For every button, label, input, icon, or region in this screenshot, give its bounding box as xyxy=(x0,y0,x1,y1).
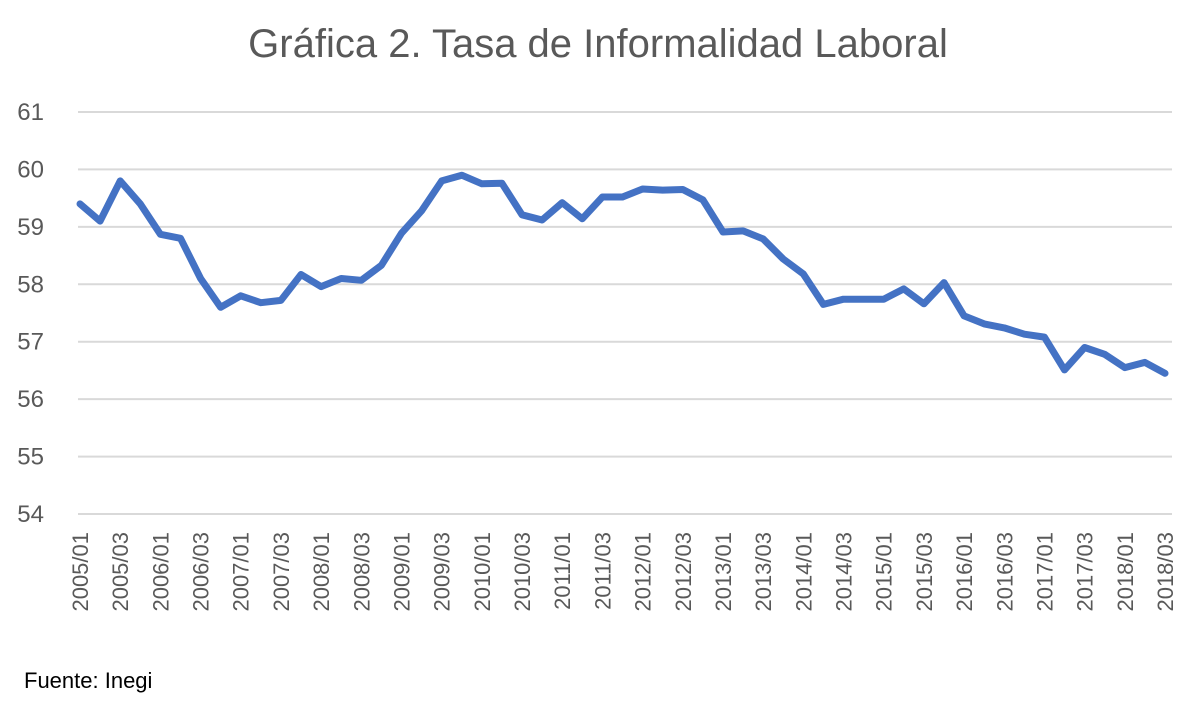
data-point xyxy=(1162,370,1168,377)
x-tick-label: 2009/01 xyxy=(389,532,414,612)
x-tick-label: 2016/01 xyxy=(952,532,977,612)
x-axis-tick-labels: 2005/01 2005/03 2006/01 2006/03 2007/01 2007/… xyxy=(68,532,1178,612)
chart-title: Gráfica 2. Tasa de Informalidad Laboral xyxy=(248,22,948,66)
x-tick-label: 2014/03 xyxy=(832,532,857,612)
data-point xyxy=(257,299,264,306)
x-tick-label: 2012/03 xyxy=(671,532,696,612)
source-note: Fuente: Inegi xyxy=(24,668,153,693)
data-point xyxy=(780,256,787,263)
data-point xyxy=(378,262,385,269)
x-tick-label: 2017/01 xyxy=(1032,532,1057,612)
y-tick-label: 55 xyxy=(17,444,44,471)
x-tick-label: 2008/01 xyxy=(309,532,334,612)
data-point xyxy=(157,231,164,238)
data-point xyxy=(117,177,124,184)
data-point xyxy=(880,296,887,303)
data-point xyxy=(961,312,968,319)
data-point xyxy=(458,172,465,179)
x-tick-label: 2009/03 xyxy=(430,532,455,612)
x-tick-label: 2011/03 xyxy=(590,532,615,610)
series-group xyxy=(76,171,1169,377)
x-tick-label: 2013/03 xyxy=(751,532,776,612)
x-tick-label: 2017/03 xyxy=(1073,532,1098,612)
y-axis-tick-labels: 54 55 56 57 58 59 60 61 xyxy=(17,99,44,528)
data-point xyxy=(639,185,646,192)
data-point xyxy=(740,227,747,234)
data-point xyxy=(498,180,505,187)
data-point xyxy=(840,296,847,303)
x-tick-label: 2005/03 xyxy=(108,532,133,612)
x-tick-label: 2011/01 xyxy=(550,532,575,610)
data-point xyxy=(77,200,83,207)
x-tick-label: 2010/03 xyxy=(510,532,535,612)
data-point xyxy=(579,215,586,222)
data-point xyxy=(1041,334,1048,341)
data-point xyxy=(539,216,546,223)
data-point xyxy=(800,270,807,277)
x-tick-label: 2005/01 xyxy=(68,532,93,612)
data-point xyxy=(358,277,365,284)
data-point xyxy=(860,296,867,303)
data-point xyxy=(318,283,325,290)
x-tick-label: 2015/01 xyxy=(872,532,897,612)
y-tick-label: 58 xyxy=(17,271,44,298)
y-tick-label: 61 xyxy=(17,99,44,126)
data-point xyxy=(217,304,224,311)
y-tick-label: 60 xyxy=(17,156,44,183)
data-point xyxy=(137,200,144,207)
data-point xyxy=(619,193,626,200)
data-point xyxy=(277,297,284,304)
data-point xyxy=(1121,364,1128,371)
data-point xyxy=(177,235,184,242)
x-tick-label: 2006/01 xyxy=(148,532,173,612)
data-point xyxy=(699,196,706,203)
data-point xyxy=(920,300,927,307)
data-point xyxy=(900,285,907,292)
x-tick-label: 2018/03 xyxy=(1153,532,1178,612)
data-point xyxy=(760,235,767,242)
data-point xyxy=(1081,344,1088,351)
data-point xyxy=(338,275,345,282)
data-point xyxy=(820,301,827,308)
x-tick-label: 2006/03 xyxy=(189,532,214,612)
data-point xyxy=(719,229,726,236)
data-point xyxy=(1001,324,1008,331)
x-tick-label: 2016/03 xyxy=(992,532,1017,612)
data-point xyxy=(298,271,305,278)
data-point xyxy=(981,320,988,327)
series-line xyxy=(76,171,1169,377)
data-point xyxy=(519,211,526,218)
y-tick-label: 59 xyxy=(17,214,44,241)
y-tick-label: 56 xyxy=(17,386,44,413)
data-point xyxy=(1101,351,1108,358)
x-tick-label: 2007/01 xyxy=(229,532,254,612)
x-tick-label: 2014/01 xyxy=(791,532,816,612)
x-tick-label: 2010/01 xyxy=(470,532,495,612)
data-point xyxy=(940,279,947,286)
data-point xyxy=(679,186,686,193)
data-point xyxy=(478,180,485,187)
x-tick-label: 2007/03 xyxy=(269,532,294,612)
x-tick-label: 2013/01 xyxy=(711,532,736,612)
x-tick-label: 2008/03 xyxy=(349,532,374,612)
y-tick-label: 54 xyxy=(17,501,44,528)
data-point xyxy=(1061,366,1068,373)
data-point xyxy=(559,199,566,206)
data-point xyxy=(97,218,104,225)
data-point xyxy=(1021,331,1028,338)
data-point xyxy=(659,187,666,194)
data-point xyxy=(197,275,204,282)
x-tick-label: 2015/03 xyxy=(912,532,937,612)
data-point xyxy=(237,292,244,299)
y-tick-label: 57 xyxy=(17,329,44,356)
data-point xyxy=(1141,359,1148,366)
x-tick-label: 2018/01 xyxy=(1113,532,1138,612)
data-point xyxy=(438,177,445,184)
data-point xyxy=(398,230,405,237)
data-point xyxy=(599,193,606,200)
x-tick-label: 2012/01 xyxy=(631,532,656,612)
data-point xyxy=(418,207,425,214)
gridlines xyxy=(78,111,1172,515)
